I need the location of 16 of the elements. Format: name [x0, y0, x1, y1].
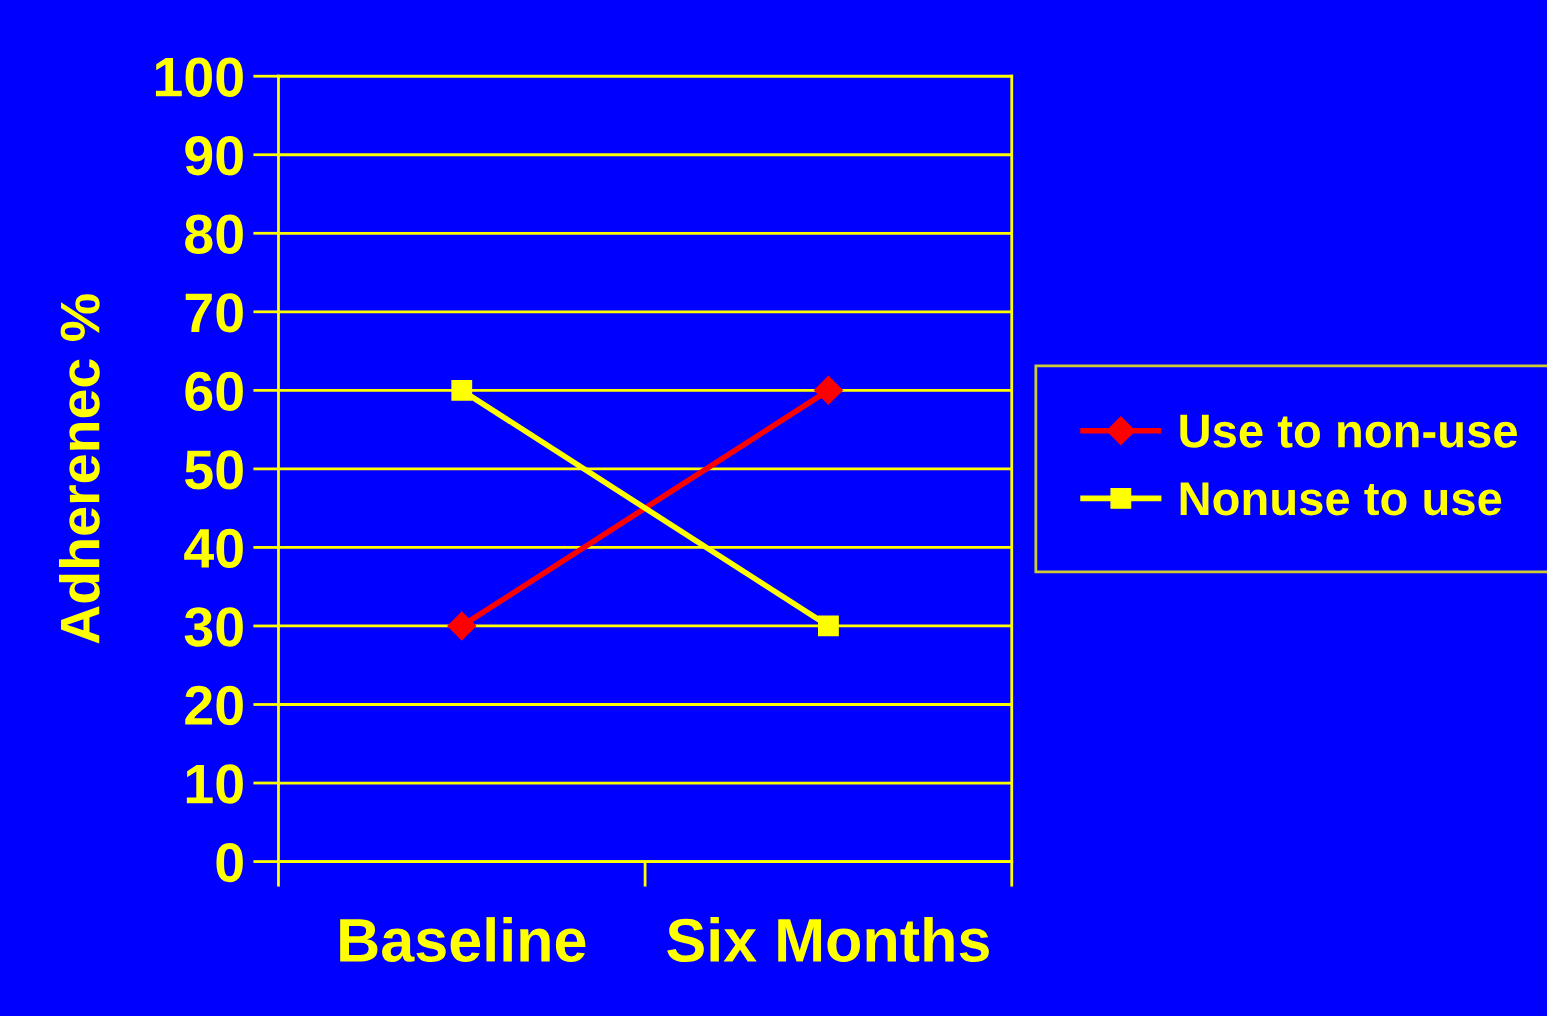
- y-tick-label: 100: [155, 57, 243, 97]
- y-tick-label: 0: [216, 842, 243, 883]
- y-tick-label: 70: [185, 293, 243, 333]
- y-tick-label: 60: [185, 371, 243, 412]
- y-tick-label: 30: [184, 607, 243, 647]
- y-tick-label: 10: [186, 764, 243, 804]
- y-tick-label: 80: [185, 214, 243, 254]
- x-tick-label: Six Months: [667, 917, 989, 963]
- y-tick-label: 20: [185, 685, 243, 726]
- y-axis-title: Adherenec %: [58, 294, 100, 644]
- legend-label: Nonuse to use: [1180, 482, 1502, 516]
- y-tick-label: 90: [185, 136, 243, 176]
- y-tick-label: 50: [185, 450, 243, 490]
- x-tick-label: Baseline: [340, 917, 586, 963]
- legend-label: Use to non-use: [1180, 414, 1517, 448]
- y-tick-label: 40: [184, 528, 243, 569]
